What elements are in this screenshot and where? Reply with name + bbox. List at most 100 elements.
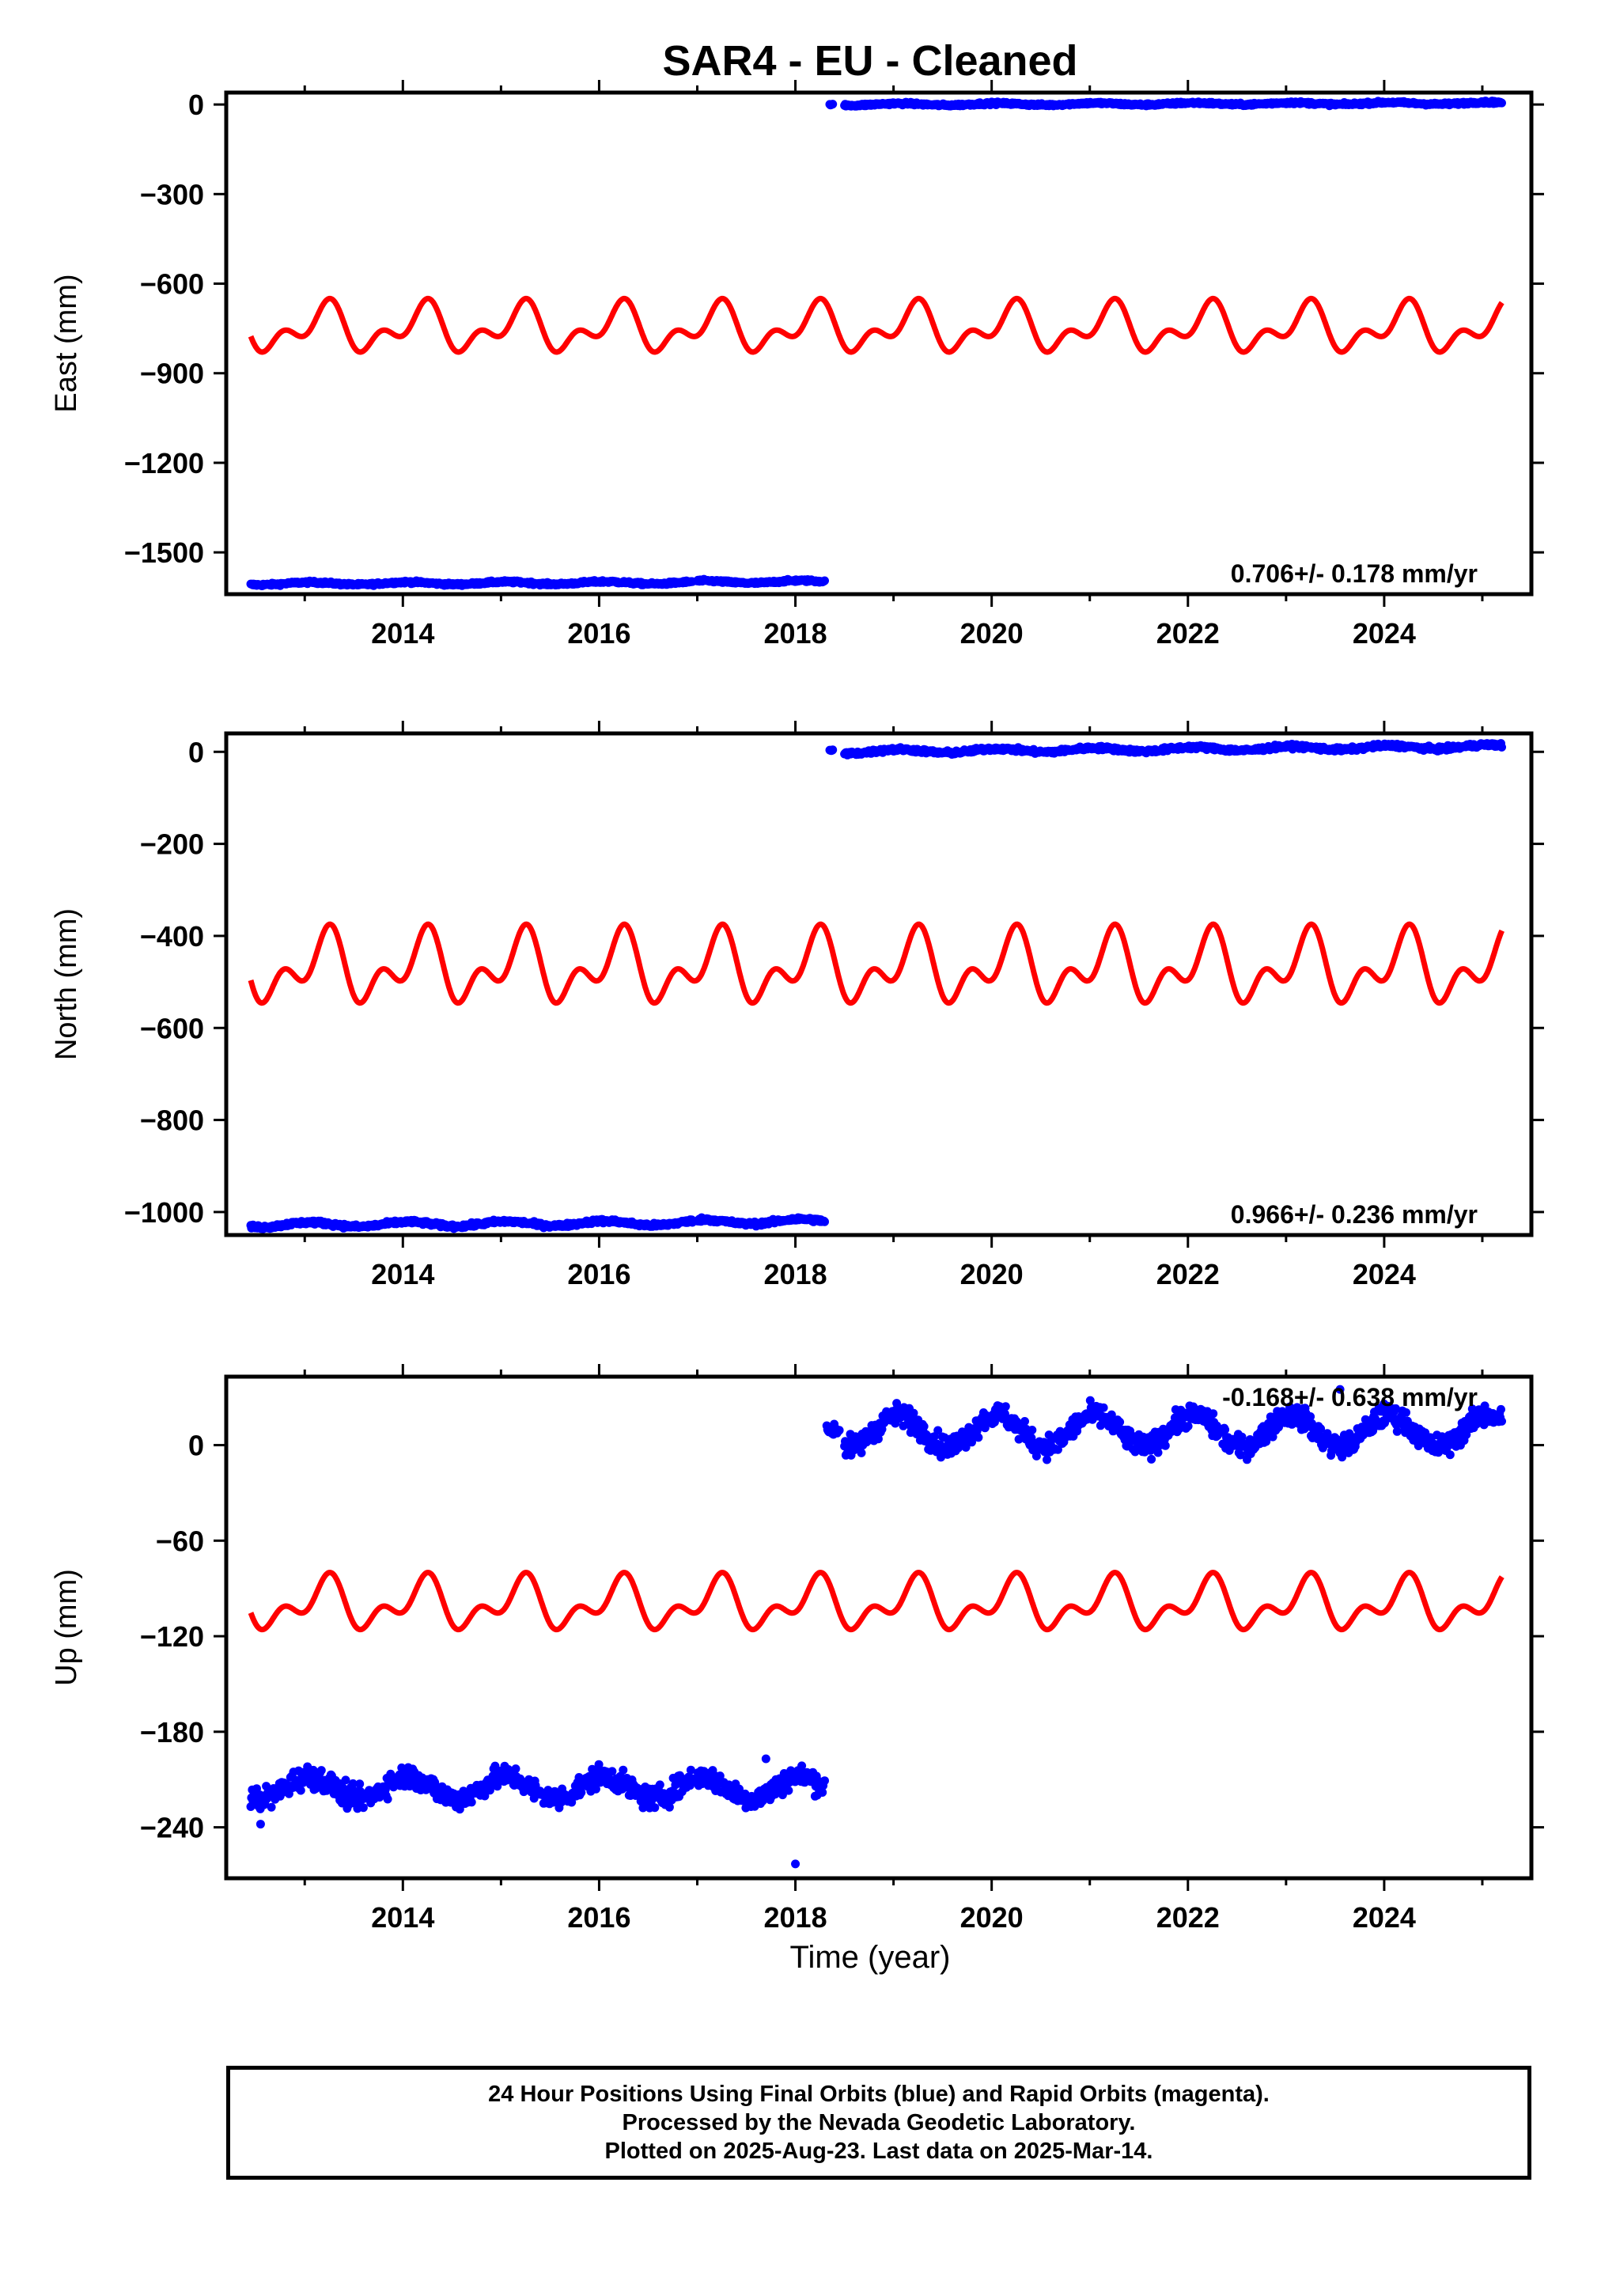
data-point (607, 1767, 617, 1776)
data-point (835, 1426, 844, 1435)
plot-frame (224, 90, 1534, 597)
x-tick-label: 2020 (960, 1901, 1024, 1934)
x-tick-label: 2016 (567, 617, 630, 650)
x-tick-label: 2018 (764, 617, 827, 650)
panel-up: 2014 2016 2018 2020 2022 20240−60−120−180−240… (50, 1364, 1544, 1934)
data-point (1236, 1450, 1245, 1460)
data-point (828, 745, 838, 755)
data-point (1183, 1422, 1193, 1431)
x-tick-label: 2014 (371, 1901, 434, 1934)
velocity-label: 0.966+/- 0.236 mm/yr (1231, 1200, 1478, 1229)
data-point (594, 1760, 604, 1769)
data-point (1268, 1432, 1277, 1442)
data-point (1153, 1448, 1163, 1457)
y-tick-label: −240 (140, 1812, 204, 1844)
x-tick-label: 2014 (371, 1258, 434, 1290)
data-point (316, 1766, 326, 1775)
data-point (1085, 1396, 1095, 1405)
x-tick-label: 2016 (567, 1901, 630, 1934)
y-tick-label: −1500 (124, 536, 204, 569)
data-point (857, 1448, 866, 1457)
data-point (784, 1786, 793, 1795)
panel-east: 2014 2016 2018 2020 2022 20240−300−600−900−12… (50, 80, 1544, 650)
data-point (1497, 98, 1506, 108)
data-point (267, 1802, 276, 1812)
y-tick-label: −120 (140, 1620, 204, 1653)
data-point (820, 576, 829, 585)
y-tick-label: −300 (140, 178, 204, 210)
x-tick-label: 2018 (764, 1258, 827, 1290)
chart-title: SAR4 - EU - Cleaned (662, 37, 1077, 85)
y-tick-label: −60 (156, 1525, 204, 1557)
data-point (818, 1788, 827, 1797)
data-point (1043, 1455, 1051, 1464)
panel-north: 2014 2016 2018 2020 2022 20240−200−400−600−80… (50, 721, 1544, 1290)
x-tick-label: 2024 (1353, 617, 1416, 650)
x-tick-label: 2020 (960, 617, 1024, 650)
x-tick-label: 2022 (1156, 1258, 1220, 1290)
x-tick-label: 2020 (960, 1258, 1024, 1290)
data-point (1001, 1402, 1010, 1411)
data-point (1316, 1424, 1326, 1434)
velocity-label: 0.706+/- 0.178 mm/yr (1231, 559, 1478, 588)
data-point (1147, 1454, 1156, 1464)
y-tick-label: −200 (140, 828, 204, 861)
data-point (1306, 1412, 1315, 1421)
x-tick-label: 2022 (1156, 1901, 1220, 1934)
data-point (511, 1764, 520, 1774)
data-point (1209, 1409, 1218, 1419)
data-point (797, 1761, 807, 1771)
data-point (1497, 742, 1506, 752)
data-point (1020, 1417, 1029, 1426)
data-point (909, 1408, 918, 1418)
y-tick-label: −1200 (124, 447, 204, 479)
data-layer (246, 739, 1506, 1233)
data-point (919, 1422, 929, 1431)
y-axis-label: North (mm) (50, 908, 83, 1060)
model-curve (248, 295, 1504, 355)
x-tick-label: 2024 (1353, 1901, 1416, 1934)
y-tick-label: −900 (140, 358, 204, 390)
y-tick-label: −180 (140, 1716, 204, 1749)
panels-group: 2014 2016 2018 2020 2022 2024 0 −300 −600 −900 −12… (50, 80, 1544, 1934)
data-point (820, 1776, 829, 1786)
x-tick-label: 2022 (1156, 617, 1220, 650)
data-point (619, 1765, 628, 1775)
data-point (1028, 1426, 1037, 1434)
data-point (686, 1765, 695, 1775)
data-point (1031, 1451, 1041, 1461)
y-tick-label: −800 (140, 1104, 204, 1137)
data-point (341, 1775, 350, 1785)
data-point (296, 1786, 305, 1795)
data-point (655, 1780, 664, 1790)
data-point (358, 1803, 368, 1813)
data-point (1099, 1403, 1108, 1412)
data-point (1115, 1417, 1125, 1426)
data-point (529, 1794, 539, 1803)
data-point (567, 1798, 577, 1807)
data-point (383, 1794, 392, 1804)
data-point (355, 1779, 365, 1789)
y-tick-label: 0 (188, 1430, 204, 1462)
y-tick-label: −600 (140, 1012, 204, 1044)
data-point (650, 1803, 660, 1813)
data-point (591, 1784, 600, 1794)
x-tick-label: 2024 (1353, 1258, 1416, 1290)
data-point (1160, 1441, 1170, 1450)
data-point (1053, 1445, 1062, 1454)
model-curve (248, 921, 1504, 1006)
data-point (974, 1433, 983, 1442)
data-layer (246, 1385, 1506, 1869)
x-tick-label: 2016 (567, 1258, 630, 1290)
y-tick-label: −600 (140, 268, 204, 301)
data-point (664, 1802, 674, 1812)
data-layer (246, 97, 1506, 590)
data-point (1221, 1425, 1230, 1434)
data-point (828, 100, 838, 109)
data-point (480, 1791, 490, 1801)
data-point (873, 1434, 883, 1444)
data-point (933, 1426, 943, 1435)
data-point (715, 1771, 725, 1781)
y-axis-label: East (mm) (50, 274, 83, 412)
